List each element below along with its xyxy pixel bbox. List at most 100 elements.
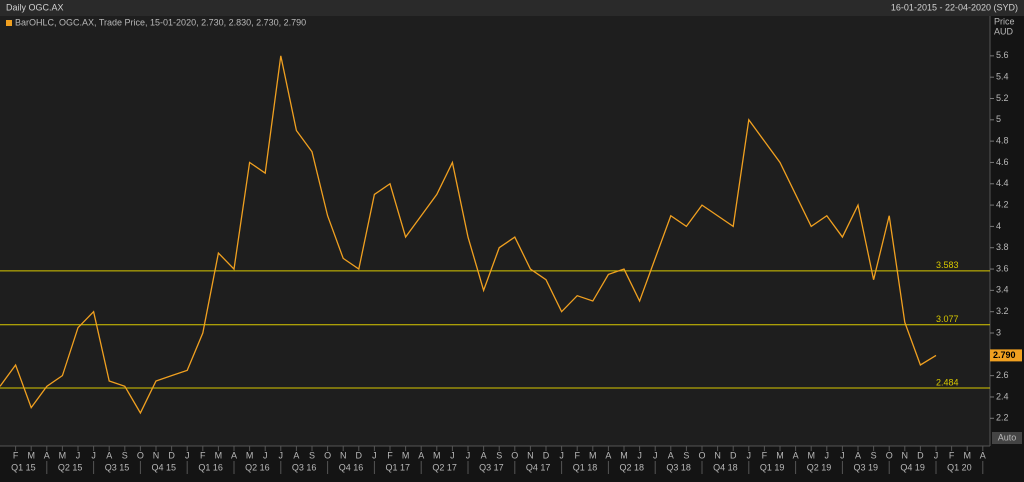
month-label: M bbox=[27, 450, 35, 460]
month-label: M bbox=[59, 450, 67, 460]
month-label: F bbox=[387, 450, 393, 460]
month-label: M bbox=[620, 450, 628, 460]
quarter-label: Q3 16 bbox=[292, 462, 317, 472]
month-label: A bbox=[855, 450, 861, 460]
month-label: D bbox=[543, 450, 550, 460]
auto-button[interactable] bbox=[992, 432, 1022, 444]
quarter-label: Q3 19 bbox=[854, 462, 879, 472]
month-label: S bbox=[496, 450, 502, 460]
header-bar bbox=[0, 0, 1024, 16]
month-label: O bbox=[886, 450, 893, 460]
month-label: M bbox=[246, 450, 254, 460]
month-label: J bbox=[76, 450, 81, 460]
y-tick-label: 3.8 bbox=[996, 242, 1009, 252]
quarter-label: Q2 17 bbox=[432, 462, 457, 472]
month-label: N bbox=[340, 450, 347, 460]
y-tick-label: 3.6 bbox=[996, 263, 1009, 273]
month-label: D bbox=[356, 450, 363, 460]
y-tick-label: 4.4 bbox=[996, 178, 1009, 188]
quarter-label: Q2 19 bbox=[807, 462, 832, 472]
month-label: O bbox=[137, 450, 144, 460]
y-tick-label: 5.4 bbox=[996, 72, 1009, 82]
y-tick-label: 4.2 bbox=[996, 199, 1009, 209]
month-label: F bbox=[200, 450, 206, 460]
month-label: F bbox=[13, 450, 19, 460]
month-label: S bbox=[122, 450, 128, 460]
level-label: 3.583 bbox=[936, 260, 959, 270]
month-label: A bbox=[231, 450, 237, 460]
month-label: A bbox=[44, 450, 50, 460]
quarter-label: Q1 20 bbox=[947, 462, 972, 472]
month-label: J bbox=[840, 450, 845, 460]
month-label: M bbox=[215, 450, 223, 460]
y-tick-label: 5.6 bbox=[996, 50, 1009, 60]
quarter-label: Q4 18 bbox=[713, 462, 738, 472]
y-tick-label: 2.2 bbox=[996, 413, 1009, 423]
quarter-label: Q1 16 bbox=[198, 462, 223, 472]
month-label: S bbox=[871, 450, 877, 460]
y-tick-label: 3 bbox=[996, 327, 1001, 337]
month-label: M bbox=[807, 450, 815, 460]
month-label: M bbox=[963, 450, 971, 460]
y-tick-label: 3.4 bbox=[996, 285, 1009, 295]
legend-swatch bbox=[6, 20, 12, 26]
last-price-label: 2.790 bbox=[993, 350, 1016, 360]
month-label: M bbox=[776, 450, 784, 460]
month-label: N bbox=[902, 450, 909, 460]
quarter-label: Q2 15 bbox=[58, 462, 83, 472]
month-label: S bbox=[683, 450, 689, 460]
month-label: F bbox=[574, 450, 580, 460]
month-label: A bbox=[605, 450, 611, 460]
month-label: J bbox=[450, 450, 455, 460]
month-label: O bbox=[698, 450, 705, 460]
quarter-label: Q1 15 bbox=[11, 462, 36, 472]
month-label: N bbox=[153, 450, 160, 460]
quarter-label: Q4 15 bbox=[152, 462, 177, 472]
month-label: N bbox=[714, 450, 721, 460]
plot-area bbox=[0, 16, 990, 446]
month-label: D bbox=[917, 450, 924, 460]
y-tick-label: 5.2 bbox=[996, 93, 1009, 103]
month-label: J bbox=[263, 450, 268, 460]
quarter-label: Q3 15 bbox=[105, 462, 130, 472]
auto-button-label[interactable]: Auto bbox=[998, 432, 1017, 442]
month-label: J bbox=[372, 450, 377, 460]
quarter-label: Q1 17 bbox=[386, 462, 411, 472]
y-tick-label: 5 bbox=[996, 114, 1001, 124]
y-tick-label: 4.6 bbox=[996, 157, 1009, 167]
quarter-label: Q4 19 bbox=[900, 462, 925, 472]
month-label: M bbox=[402, 450, 410, 460]
month-label: A bbox=[293, 450, 299, 460]
level-label: 2.484 bbox=[936, 377, 959, 387]
month-label: A bbox=[418, 450, 424, 460]
price-line bbox=[0, 55, 937, 415]
month-label: J bbox=[653, 450, 658, 460]
month-label: J bbox=[466, 450, 471, 460]
quarter-label: Q1 19 bbox=[760, 462, 785, 472]
month-label: S bbox=[309, 450, 315, 460]
y-tick-label: 4 bbox=[996, 221, 1001, 231]
month-label: J bbox=[91, 450, 96, 460]
month-label: F bbox=[762, 450, 768, 460]
month-label: A bbox=[668, 450, 674, 460]
legend: BarOHLC, OGC.AX, Trade Price, 15-01-2020… bbox=[15, 17, 306, 27]
month-label: J bbox=[637, 450, 642, 460]
month-label: A bbox=[980, 450, 986, 460]
y-tick-label: 2.6 bbox=[996, 370, 1009, 380]
quarter-label: Q2 18 bbox=[620, 462, 645, 472]
quarter-label: Q4 16 bbox=[339, 462, 364, 472]
month-label: D bbox=[168, 450, 175, 460]
month-label: O bbox=[511, 450, 518, 460]
date-range: 16-01-2015 - 22-04-2020 (SYD) bbox=[891, 2, 1018, 12]
month-label: M bbox=[589, 450, 597, 460]
last-price-tag bbox=[990, 349, 1022, 362]
quarter-label: Q2 16 bbox=[245, 462, 270, 472]
month-label: N bbox=[527, 450, 534, 460]
quarter-label: Q3 18 bbox=[666, 462, 691, 472]
month-label: M bbox=[433, 450, 441, 460]
y-unit: AUD bbox=[994, 26, 1014, 36]
month-label: A bbox=[793, 450, 799, 460]
month-label: A bbox=[481, 450, 487, 460]
y-label: Price bbox=[994, 16, 1015, 26]
